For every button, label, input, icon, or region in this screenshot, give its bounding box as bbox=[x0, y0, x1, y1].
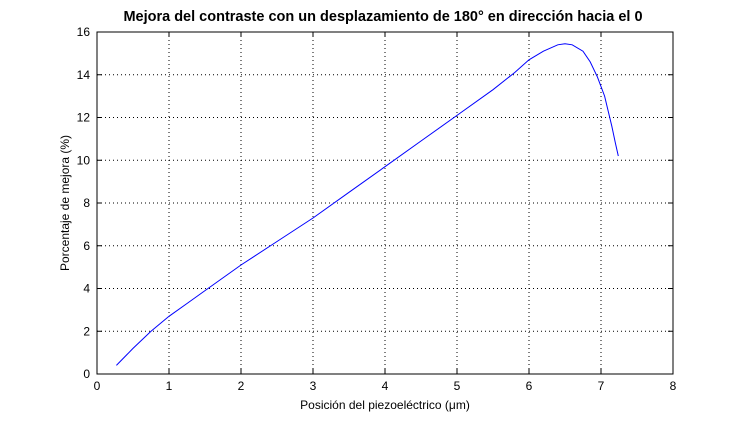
y-tick-label: 16 bbox=[77, 25, 91, 39]
x-tick-label: 2 bbox=[238, 379, 245, 393]
x-tick-label: 7 bbox=[598, 379, 605, 393]
series-line bbox=[116, 43, 619, 366]
x-tick-label: 3 bbox=[310, 379, 317, 393]
y-tick-label: 4 bbox=[83, 282, 90, 296]
y-tick-label: 8 bbox=[83, 196, 90, 210]
y-tick-label: 10 bbox=[77, 153, 91, 167]
y-tick-label: 12 bbox=[77, 111, 91, 125]
x-tick-label: 8 bbox=[670, 379, 677, 393]
x-tick-label: 0 bbox=[94, 379, 101, 393]
x-axis-label: Posición del piezoeléctrico (μm) bbox=[300, 398, 470, 412]
y-axis-label: Porcentaje de mejora (%) bbox=[58, 135, 72, 271]
y-tick-label: 0 bbox=[83, 367, 90, 381]
x-tick-label: 5 bbox=[454, 379, 461, 393]
y-tick-label: 6 bbox=[83, 239, 90, 253]
x-tick-label: 1 bbox=[166, 379, 173, 393]
y-tick-label: 2 bbox=[83, 324, 90, 338]
plot-area bbox=[116, 43, 619, 366]
y-tick-label: 14 bbox=[77, 68, 91, 82]
x-tick-label: 4 bbox=[382, 379, 389, 393]
grid bbox=[97, 32, 673, 374]
x-tick-label: 6 bbox=[526, 379, 533, 393]
chart-title: Mejora del contraste con un desplazamien… bbox=[123, 9, 642, 25]
